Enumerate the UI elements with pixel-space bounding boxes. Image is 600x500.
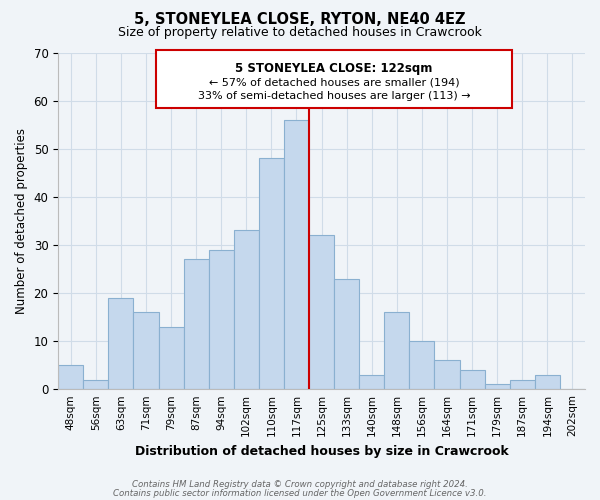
Y-axis label: Number of detached properties: Number of detached properties (15, 128, 28, 314)
Bar (510, 380, 535, 389)
Bar (460, 370, 485, 389)
Bar (83, 380, 109, 389)
FancyBboxPatch shape (156, 50, 512, 108)
Bar (309, 236, 334, 389)
Bar (109, 298, 133, 389)
Bar (259, 158, 284, 389)
Bar (284, 120, 309, 389)
Bar (158, 326, 184, 389)
Text: ← 57% of detached houses are smaller (194): ← 57% of detached houses are smaller (19… (209, 78, 460, 88)
Bar (384, 312, 409, 389)
Text: Contains public sector information licensed under the Open Government Licence v3: Contains public sector information licen… (113, 488, 487, 498)
Bar (234, 230, 259, 389)
X-axis label: Distribution of detached houses by size in Crawcrook: Distribution of detached houses by size … (135, 444, 508, 458)
Text: Size of property relative to detached houses in Crawcrook: Size of property relative to detached ho… (118, 26, 482, 39)
Bar (58, 365, 83, 389)
Bar (434, 360, 460, 389)
Text: Contains HM Land Registry data © Crown copyright and database right 2024.: Contains HM Land Registry data © Crown c… (132, 480, 468, 489)
Bar (184, 260, 209, 389)
Bar (133, 312, 158, 389)
Bar (209, 250, 234, 389)
Text: 33% of semi-detached houses are larger (113) →: 33% of semi-detached houses are larger (… (198, 91, 470, 101)
Text: 5, STONEYLEA CLOSE, RYTON, NE40 4EZ: 5, STONEYLEA CLOSE, RYTON, NE40 4EZ (134, 12, 466, 28)
Bar (485, 384, 510, 389)
Bar (334, 278, 359, 389)
Text: 5 STONEYLEA CLOSE: 122sqm: 5 STONEYLEA CLOSE: 122sqm (235, 62, 433, 75)
Bar (409, 341, 434, 389)
Bar (535, 375, 560, 389)
Bar (359, 375, 384, 389)
